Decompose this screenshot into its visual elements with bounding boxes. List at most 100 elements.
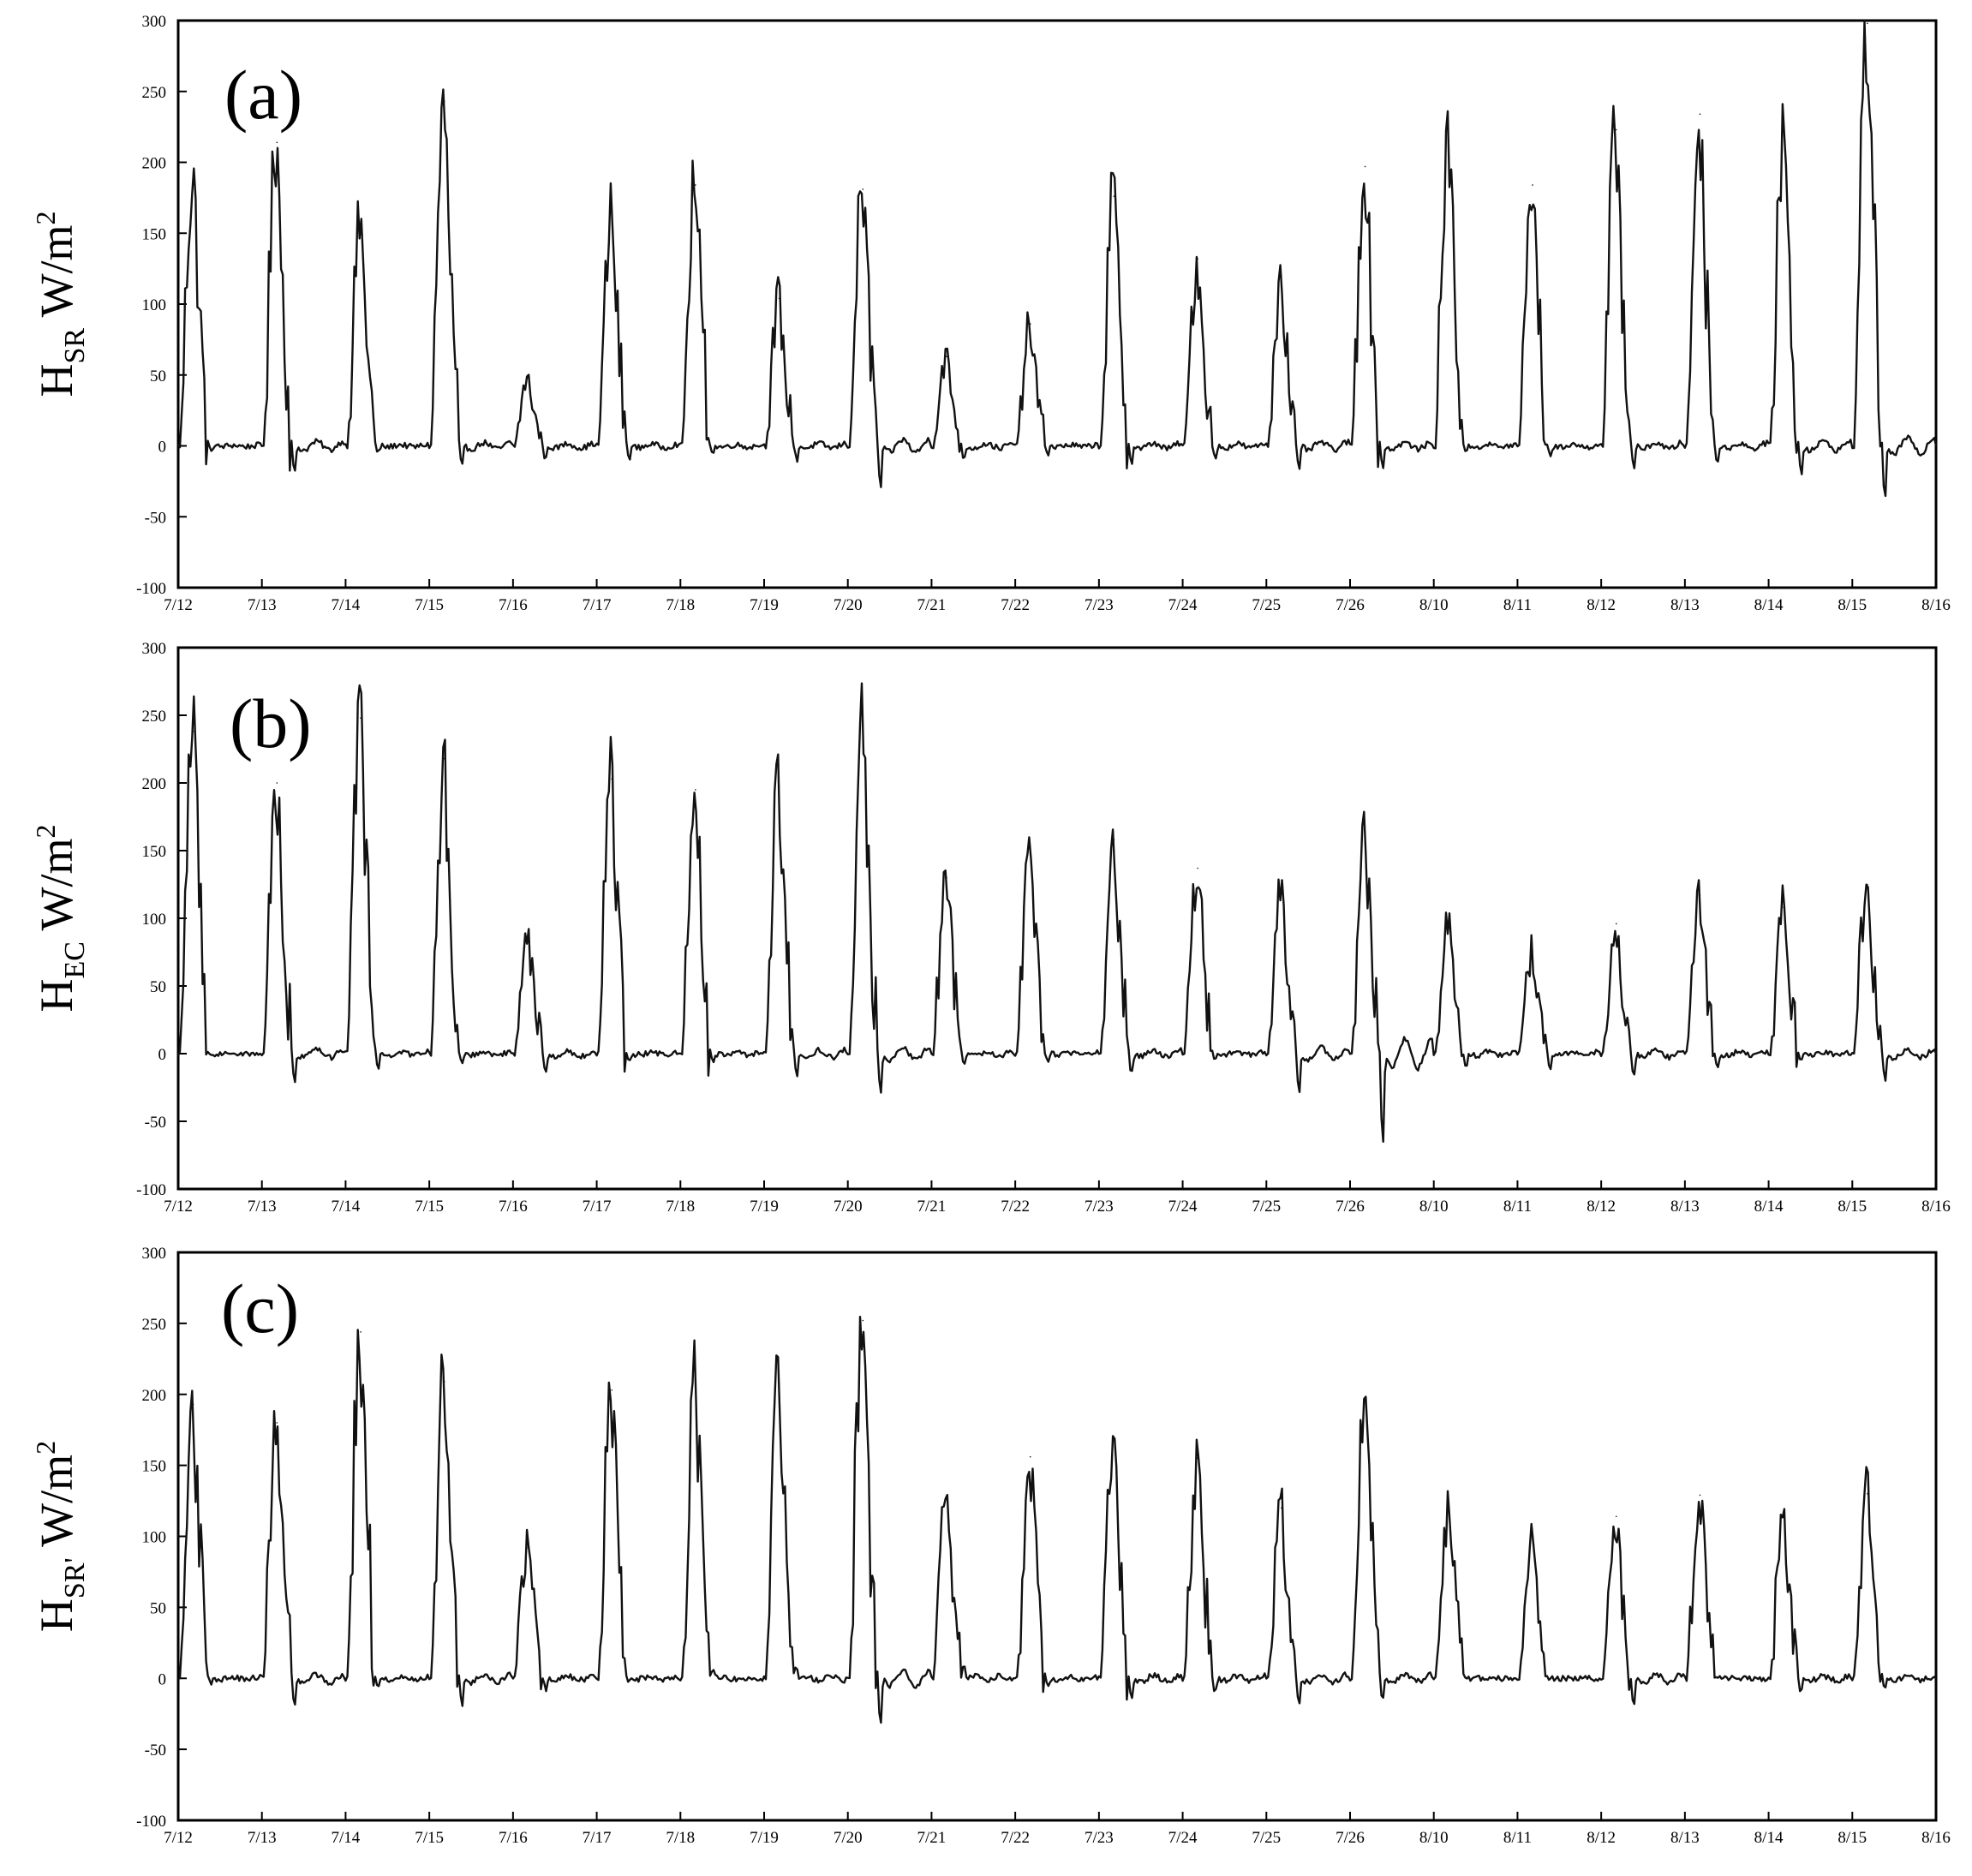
series-line (177, 19, 1938, 498)
x-tick-label: 7/21 (917, 1829, 947, 1847)
daily-peak-point (778, 297, 780, 300)
y-tick-label: 50 (150, 367, 166, 385)
y-tick-label: 250 (142, 1316, 167, 1334)
x-tick-label: 8/14 (1754, 1829, 1784, 1847)
daily-peak-point (527, 1546, 529, 1549)
daily-peak-point (611, 213, 613, 216)
x-tick-label: 8/10 (1419, 596, 1449, 614)
daily-peak-point (1197, 867, 1198, 869)
x-tick-label: 7/20 (834, 1829, 863, 1847)
daily-peak-point (1867, 22, 1868, 25)
y-tick-label: 50 (150, 1599, 166, 1617)
daily-peak-point (695, 184, 696, 186)
x-tick-label: 8/15 (1838, 596, 1867, 614)
daily-peak-point (695, 789, 696, 791)
daily-peak-point (1113, 839, 1115, 841)
y-tick-label: 250 (142, 708, 167, 726)
x-tick-label: 7/13 (248, 1198, 277, 1216)
x-tick-label: 7/24 (1168, 1198, 1198, 1216)
daily-peak-point (611, 1389, 613, 1391)
x-tick-label: 8/13 (1670, 1829, 1700, 1847)
daily-peak-point (862, 188, 864, 190)
x-tick-label: 7/24 (1168, 1829, 1198, 1847)
x-tick-label: 8/13 (1670, 596, 1700, 614)
x-tick-label: 7/25 (1252, 1198, 1281, 1216)
x-tick-label: 7/15 (415, 1829, 444, 1847)
daily-peak-point (1364, 165, 1366, 168)
x-tick-label: 8/12 (1587, 1829, 1616, 1847)
x-tick-label: 7/22 (1001, 1829, 1030, 1847)
x-tick-label: 8/14 (1754, 1198, 1784, 1216)
x-tick-label: 8/16 (1921, 1198, 1951, 1216)
x-tick-label: 7/25 (1252, 596, 1281, 614)
y-tick-label: 0 (158, 439, 167, 457)
y-axis-label-main: H (31, 364, 82, 397)
daily-peak-point (1281, 275, 1282, 277)
x-tick-label: 8/16 (1921, 596, 1951, 614)
daily-peak-point (192, 1403, 194, 1406)
y-tick-label: -100 (136, 580, 166, 598)
x-tick-label: 7/22 (1001, 596, 1030, 614)
daily-peak-point (1867, 883, 1868, 886)
y-tick-label: 200 (142, 1387, 167, 1405)
y-tick-label: 100 (142, 911, 167, 929)
x-tick-label: 7/13 (248, 596, 277, 614)
daily-peak-point (1113, 195, 1115, 198)
daily-peak-point (1615, 1515, 1617, 1518)
x-tick-label: 7/26 (1336, 1198, 1365, 1216)
y-tick-label: 100 (142, 296, 167, 314)
y-axis-label-sup: 2 (30, 1441, 61, 1455)
x-tick-label: 8/13 (1670, 1198, 1700, 1216)
y-axis-label-sub: EC (59, 941, 91, 978)
daily-peak-point (1699, 113, 1701, 116)
x-tick-label: 7/14 (332, 1829, 361, 1847)
plot-frame (176, 646, 1938, 1191)
daily-peak-point (527, 931, 529, 933)
daily-peak-point (1532, 1538, 1533, 1540)
daily-peak-point (1029, 1455, 1031, 1458)
daily-peak-point (862, 724, 864, 726)
daily-peak-point (1615, 923, 1617, 925)
daily-peak-point (443, 100, 445, 103)
x-tick-label: 7/12 (164, 596, 193, 614)
daily-peak-point (1029, 323, 1031, 325)
daily-peak-point (527, 377, 529, 379)
daily-peak-point (276, 141, 278, 144)
series-line (176, 682, 1938, 1143)
x-tick-label: 7/17 (583, 1198, 612, 1216)
x-tick-label: 8/12 (1587, 1198, 1616, 1216)
x-tick-label: 7/15 (415, 596, 444, 614)
daily-peak-point (1699, 894, 1701, 896)
y-tick-label: -50 (145, 1114, 166, 1132)
y-tick-label: 200 (142, 155, 167, 173)
daily-peak-point (1532, 950, 1533, 952)
daily-peak-point (1197, 1457, 1198, 1460)
y-tick-label: 150 (142, 843, 167, 861)
daily-peak-point (1364, 1397, 1366, 1400)
x-tick-label: 7/25 (1252, 1829, 1281, 1847)
daily-peak-point (276, 1422, 278, 1424)
x-tick-label: 8/16 (1921, 1829, 1951, 1847)
daily-peak-point (695, 1379, 696, 1381)
daily-peak-point (862, 1319, 864, 1322)
x-tick-label: 8/10 (1419, 1198, 1449, 1216)
series-line (178, 1316, 1937, 1724)
x-tick-label: 7/19 (750, 1829, 779, 1847)
daily-peak-point (1867, 1492, 1868, 1495)
x-tick-label: 7/23 (1085, 1198, 1114, 1216)
y-axis-label-unit: W/m (31, 224, 82, 328)
x-tick-label: 7/21 (917, 596, 947, 614)
x-tick-label: 7/19 (750, 1198, 779, 1216)
daily-peak-point (192, 171, 194, 173)
daily-peak-point (443, 757, 445, 760)
daily-peak-point (611, 778, 613, 780)
x-tick-label: 8/11 (1503, 596, 1532, 614)
x-tick-label: 7/16 (499, 596, 528, 614)
x-tick-label: 7/14 (332, 596, 361, 614)
x-tick-label: 7/23 (1085, 596, 1114, 614)
x-tick-label: 7/18 (666, 596, 695, 614)
x-tick-label: 7/24 (1168, 596, 1198, 614)
x-tick-label: 7/19 (750, 596, 779, 614)
